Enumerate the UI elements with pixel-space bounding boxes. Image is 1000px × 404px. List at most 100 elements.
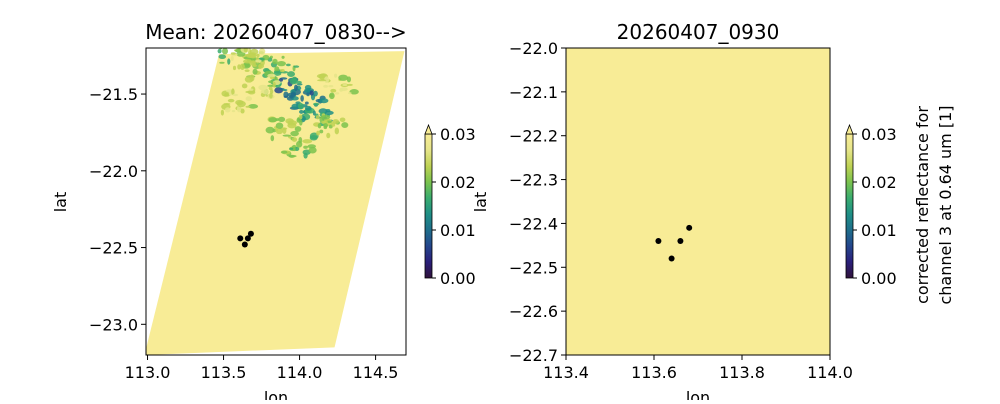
- cloud-patch: [261, 89, 270, 95]
- x-tick-label: 114.5: [353, 363, 399, 382]
- y-tick-label: −22.6: [509, 302, 558, 321]
- panel-right-ylabel: lat: [471, 192, 490, 213]
- y-tick-label: −22.2: [509, 127, 558, 146]
- colorbar-tick-label: 0.03: [861, 125, 897, 144]
- cloud-patch: [273, 70, 282, 76]
- cloud-patch: [339, 117, 346, 123]
- cloud-patch: [298, 114, 303, 120]
- cloud-regions: [214, 48, 359, 159]
- colorbar-tick-label: 0.01: [861, 221, 897, 240]
- colorbar-extend-arrow: [424, 123, 433, 135]
- cloud-patch: [268, 86, 273, 91]
- panel-left-xlabel: lon: [264, 388, 288, 400]
- y-tick-label: −22.3: [509, 171, 558, 190]
- cloud-patch: [323, 84, 329, 88]
- cloud-patch: [258, 84, 268, 91]
- cloud-patch: [278, 116, 286, 122]
- cloud-patch: [288, 154, 295, 158]
- cloud-patch: [219, 61, 225, 64]
- cloud-patch: [240, 108, 245, 114]
- cloud-patch: [286, 63, 291, 67]
- cloud-patch: [309, 135, 318, 141]
- cloud-patch: [296, 83, 303, 86]
- cloud-patch: [230, 52, 236, 55]
- cloud-patch: [291, 103, 300, 109]
- cloud-patch: [340, 87, 348, 92]
- cloud-patch: [304, 101, 309, 105]
- cloud-patch: [241, 83, 248, 89]
- colorbar-tick-label: 0.02: [861, 173, 897, 192]
- cloud-patch: [265, 126, 275, 134]
- y-tick-label: −22.5: [509, 258, 558, 277]
- colorbar-label: corrected reflectance for channel 3 at 0…: [913, 105, 955, 304]
- cloud-patch: [224, 107, 231, 113]
- x-tick-label: 113.4: [543, 363, 589, 382]
- cloud-patch: [315, 115, 320, 120]
- cloud-patch: [218, 54, 227, 59]
- cloud-patch: [287, 120, 297, 126]
- cloud-patch: [223, 93, 230, 97]
- cloud-patch: [338, 74, 349, 81]
- panel-right-plot-area: [566, 48, 830, 355]
- cloud-patch: [330, 88, 337, 93]
- cloud-patch: [218, 48, 223, 50]
- cloud-patch: [282, 134, 292, 137]
- panel-left-title: Mean: 20260407_0830-->: [145, 20, 406, 44]
- cloud-patch: [293, 65, 300, 68]
- cloud-patch: [304, 105, 312, 111]
- cloud-patch: [237, 64, 241, 70]
- y-tick-label: −22.1: [509, 83, 558, 102]
- colorbar-label-line-2: channel 3 at 0.64 um [1]: [936, 105, 955, 304]
- cloud-patch: [334, 92, 340, 95]
- panel-left-y-ticks: −21.5 −22.0 −22.5 −23.0: [89, 85, 146, 334]
- cloud-patch: [267, 73, 276, 78]
- cloud-patch: [269, 76, 275, 79]
- cloud-patch: [287, 71, 296, 77]
- cloud-patch: [269, 88, 274, 95]
- panel-left: Mean: 20260407_0830--> 113.0 113.5 114.0 11…: [51, 20, 407, 404]
- panel-right-frame: [565, 47, 831, 356]
- cloud-patch: [297, 102, 304, 110]
- cloud-patch: [227, 98, 235, 103]
- cloud-patch: [230, 56, 234, 61]
- cloud-patch: [245, 105, 251, 108]
- x-tick-label: 113.8: [719, 363, 765, 382]
- site-marker: [247, 230, 254, 237]
- cloud-patch: [243, 59, 253, 64]
- cloud-patch: [243, 48, 248, 53]
- cloud-patch: [281, 55, 285, 59]
- cloud-patch: [320, 115, 331, 120]
- y-tick-label: −21.5: [89, 85, 138, 104]
- cloud-patch: [227, 58, 231, 65]
- cloud-patch: [289, 147, 294, 150]
- cloud-patch: [245, 90, 254, 94]
- y-tick-label: −22.0: [509, 39, 558, 58]
- cloud-patch: [276, 60, 286, 67]
- panel-left-plot-area: [146, 48, 405, 355]
- cloud-patch: [300, 95, 304, 102]
- cloud-patch: [232, 93, 239, 97]
- reflectance-field: [566, 48, 830, 355]
- cloud-patch: [280, 150, 288, 154]
- colorbar-gradient: [845, 133, 854, 279]
- cloud-patch: [249, 48, 259, 55]
- site-marker: [677, 237, 684, 244]
- cloud-patch: [303, 145, 308, 149]
- x-tick-label: 113.5: [201, 363, 247, 382]
- cloud-patch: [273, 76, 278, 81]
- cloud-patch: [316, 130, 320, 136]
- site-marker: [237, 235, 244, 242]
- cloud-patch: [239, 63, 245, 71]
- cloud-patch: [289, 94, 294, 99]
- panel-right-title: 20260407_0930: [617, 20, 780, 44]
- panel-right-xlabel: lon: [686, 388, 710, 400]
- cloud-patch: [258, 48, 266, 55]
- colorbar-tick-label: 0.01: [440, 221, 476, 240]
- cloud-patch: [278, 78, 283, 82]
- site-marker: [655, 237, 662, 244]
- cloud-patch: [236, 105, 242, 113]
- panel-right-y-ticks: −22.0 −22.1 −22.2 −22.3 −22.4 −22.5 −22.6 −22.7: [509, 39, 566, 365]
- colorbar-extend-arrow: [845, 123, 854, 135]
- cloud-patch: [347, 92, 352, 95]
- panel-left-colorbar: 0.00 0.01 0.02 0.03: [424, 123, 476, 288]
